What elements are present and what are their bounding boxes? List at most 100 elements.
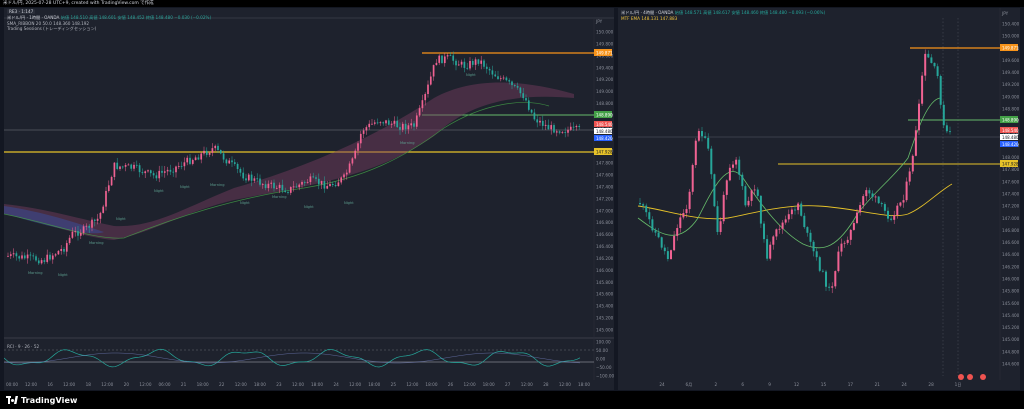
candle: [415, 112, 418, 130]
session-label: Night: [180, 185, 190, 189]
candle: [197, 154, 200, 161]
candle: [368, 120, 371, 130]
time-tick-label: 18:00: [368, 382, 380, 387]
right-chart-panel[interactable]: 米ドル/円 · 4時間 · OANDA 始値 148.571 高値 148.61…: [618, 8, 1020, 390]
price-tick-label: 148.000: [1002, 155, 1020, 160]
price-tick-label: 146.400: [1002, 252, 1020, 257]
candle: [54, 253, 57, 258]
candle: [837, 246, 840, 273]
candle: [564, 127, 567, 138]
left-chart-panel[interactable]: RE3 · 1:147 米ドル/円 · 1時間 · OANDA 始値 148.5…: [4, 8, 614, 390]
rci-label[interactable]: RCI · 9 · 26 · 52: [7, 344, 39, 349]
candle: [413, 121, 415, 131]
candle: [390, 121, 393, 128]
price-tick-label: 146.000: [596, 268, 614, 273]
candle: [267, 180, 270, 192]
time-tick-label: 21: [181, 382, 187, 387]
time-tick-label: 18:00: [197, 382, 209, 387]
candle: [883, 202, 886, 214]
left-chart-symbol[interactable]: 米ドル/円 · 1時間 · OANDA: [7, 15, 60, 20]
candle: [865, 187, 868, 202]
candle: [421, 94, 424, 112]
right-time-axis[interactable]: 24 6月 2 6 9 12 15 17 21 24 28 1日: [659, 382, 961, 388]
right-chart-symbol[interactable]: 米ドル/円 · 4時間 · OANDA: [621, 10, 674, 15]
candle: [379, 121, 382, 126]
right-currency-label: JPY: [1001, 11, 1009, 16]
candle: [443, 53, 446, 67]
candle: [429, 71, 432, 86]
session-label: Morning: [89, 241, 104, 245]
price-tick-label: 144.800: [1002, 349, 1020, 354]
candle: [497, 70, 499, 81]
candle: [921, 71, 924, 106]
candle: [880, 201, 883, 207]
price-tick-label: 146.200: [1002, 264, 1020, 269]
candle: [887, 207, 889, 223]
candle: [203, 146, 205, 156]
candle: [893, 210, 896, 224]
left-indicator-sessions[interactable]: Trading Sessions (トレーディングセッション): [7, 26, 97, 31]
candle: [558, 130, 561, 135]
right-price-axis[interactable]: 150.400150.000149.800149.600149.400149.2…: [1002, 22, 1020, 367]
candle: [713, 173, 716, 208]
time-tick-label: 1日: [955, 382, 962, 388]
candle: [766, 234, 769, 261]
candle: [877, 196, 880, 205]
candle: [161, 165, 163, 177]
left-symbol-tag[interactable]: RE3 · 1:147: [7, 9, 36, 14]
left-price-axis[interactable]: 150.000149.800149.600149.400149.200149.0…: [596, 30, 614, 333]
time-tick-label: 12:00: [559, 382, 571, 387]
candle: [393, 116, 396, 127]
candle: [753, 184, 756, 196]
left-time-axis[interactable]: 00:00 12:00 16 12:00 18 12:00 20 12:00 06:00 21 18…: [6, 382, 590, 387]
candle: [208, 151, 211, 158]
right-candles[interactable]: [639, 49, 951, 294]
chart-reset-control-icon[interactable]: [980, 374, 986, 380]
candle: [513, 84, 516, 88]
candle: [660, 236, 663, 250]
right-indicator-ema[interactable]: MTF EMA 148.131 147.883: [621, 15, 678, 21]
chart-settings-control-icon[interactable]: [967, 374, 973, 380]
candle: [71, 227, 74, 239]
price-tick-label: 149.600: [1002, 58, 1020, 63]
candle: [843, 240, 846, 248]
candle: [250, 171, 253, 187]
candle: [239, 167, 242, 177]
candle: [309, 173, 312, 185]
chart-replay-control-icon[interactable]: [958, 374, 964, 380]
price-tick-label: 145.000: [596, 328, 614, 333]
candle: [673, 231, 676, 252]
candle: [756, 187, 759, 198]
right-chart-canvas[interactable]: 150.400150.000149.800149.600149.400149.2…: [618, 8, 1020, 390]
candle: [326, 180, 329, 190]
candle: [407, 122, 410, 134]
candle: [228, 158, 231, 165]
left-indicator-ribbon[interactable]: SMA_RIBBON 20 50.0 148.360 148.192: [7, 20, 90, 26]
candle: [942, 100, 945, 129]
time-tick-label: 18:00: [311, 382, 323, 387]
tradingview-logo[interactable]: TradingView: [6, 394, 78, 406]
candle: [343, 172, 345, 181]
candle: [539, 117, 541, 126]
candle: [899, 201, 902, 208]
left-chart-canvas[interactable]: Morning Night Morning Night Night Night Mornin…: [4, 8, 614, 390]
candle: [149, 169, 152, 177]
price-tick-label: 147.200: [1002, 204, 1020, 209]
candle: [371, 118, 373, 125]
price-tick-label: 150.000: [1002, 34, 1020, 39]
left-candles[interactable]: [7, 51, 581, 265]
session-label: Night: [304, 205, 314, 209]
candle: [382, 121, 385, 126]
candle: [82, 224, 85, 236]
candle: [654, 227, 657, 237]
tradingview-logo-icon: [6, 396, 18, 404]
candle: [7, 252, 9, 258]
candle: [18, 255, 21, 262]
rci-axis: 100.00 50.00 0.00 −50.00 −100.00: [596, 340, 614, 379]
candle: [719, 217, 722, 235]
left-chart-ohlc: 始値 148.510 高値 148.601 安値 148.452 終値 148.…: [60, 15, 212, 20]
candle: [51, 253, 54, 264]
price-tick-label: 148.400: [1002, 131, 1020, 136]
candle: [337, 178, 340, 187]
candle: [410, 118, 413, 129]
